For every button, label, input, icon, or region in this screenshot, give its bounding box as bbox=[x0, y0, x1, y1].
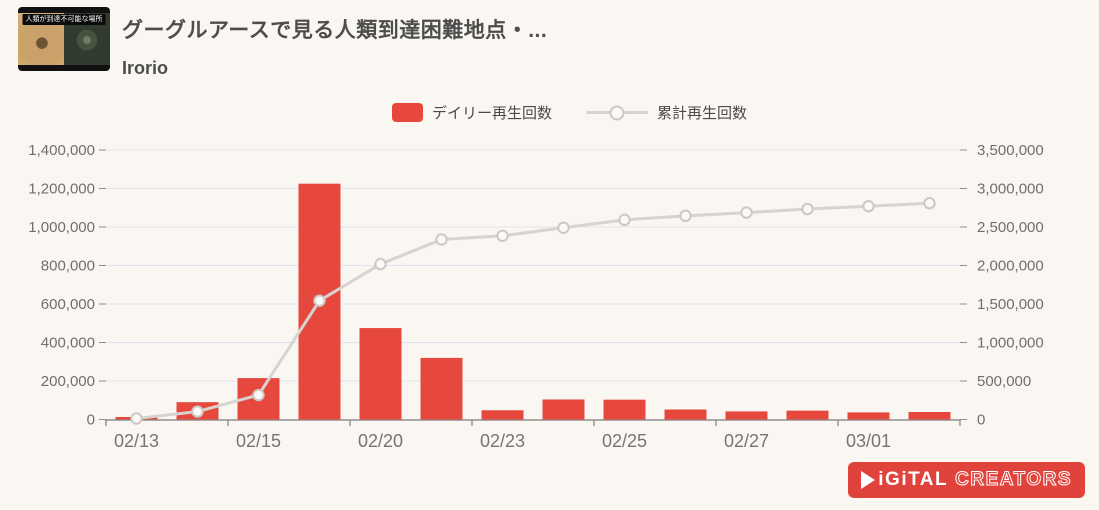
cumulative-marker bbox=[191, 405, 204, 418]
right-axis-label: 2,500,000 bbox=[977, 219, 1044, 236]
video-title: グーグルアースで見る人類到達困難地点・... bbox=[122, 19, 548, 42]
x-axis-label: 02/13 bbox=[114, 431, 159, 451]
thumbnail-caption: 人類が到達不可能な場所 bbox=[22, 14, 106, 25]
cumulative-marker bbox=[130, 412, 143, 425]
play-icon bbox=[861, 471, 876, 489]
x-axis-label: 02/25 bbox=[602, 431, 647, 451]
cumulative-marker bbox=[496, 229, 509, 242]
left-axis-label: 1,200,000 bbox=[28, 181, 95, 198]
x-axis-label: 02/27 bbox=[724, 431, 769, 451]
legend-item-daily[interactable]: デイリー再生回数 bbox=[392, 102, 552, 123]
right-axis-label: 1,500,000 bbox=[977, 296, 1044, 313]
video-header: 人類が到達不可能な場所 グーグルアースで見る人類到達困難地点・... Irori… bbox=[18, 7, 547, 79]
cumulative-line bbox=[135, 201, 931, 420]
left-axis-label: 800,000 bbox=[41, 258, 95, 275]
cumulative-marker bbox=[740, 206, 753, 219]
cumulative-marker bbox=[862, 200, 875, 213]
chart-legend: デイリー再生回数 累計再生回数 bbox=[392, 102, 747, 123]
cumulative-marker bbox=[435, 233, 448, 246]
cumulative-marker bbox=[923, 197, 936, 210]
right-axis-label: 1,000,000 bbox=[977, 335, 1044, 352]
cumulative-marker bbox=[557, 221, 570, 234]
x-axis-label: 03/01 bbox=[846, 431, 891, 451]
brand-logo: iGiTAL CREATORS bbox=[848, 462, 1085, 498]
daily-bar bbox=[847, 412, 890, 420]
left-axis-label: 400,000 bbox=[41, 335, 95, 352]
right-axis-label: 2,000,000 bbox=[977, 258, 1044, 275]
daily-bar bbox=[908, 411, 951, 420]
video-thumbnail[interactable]: 人類が到達不可能な場所 bbox=[18, 7, 110, 71]
brand-name-outline: CREATORS bbox=[955, 469, 1072, 491]
right-axis-label: 3,500,000 bbox=[977, 142, 1044, 159]
cumulative-marker bbox=[679, 209, 692, 223]
cumulative-marker bbox=[801, 202, 814, 216]
daily-bar bbox=[359, 328, 402, 420]
daily-bar bbox=[786, 410, 829, 420]
left-axis-label: 200,000 bbox=[41, 373, 95, 390]
daily-bar bbox=[725, 411, 768, 420]
title-block: グーグルアースで見る人類到達困難地点・... Irorio bbox=[122, 7, 547, 79]
daily-series-swatch-icon bbox=[392, 103, 423, 122]
x-axis-label: 02/15 bbox=[236, 431, 281, 451]
left-axis-label: 1,000,000 bbox=[28, 219, 95, 236]
x-axis-label: 02/23 bbox=[480, 431, 525, 451]
legend-cumulative-label: 累計再生回数 bbox=[657, 105, 748, 122]
daily-bar bbox=[542, 399, 585, 420]
legend-daily-label: デイリー再生回数 bbox=[432, 105, 553, 122]
channel-name: Irorio bbox=[122, 58, 169, 78]
right-axis-label: 500,000 bbox=[977, 373, 1031, 390]
left-axis-label: 1,400,000 bbox=[28, 142, 95, 159]
cumulative-marker bbox=[313, 294, 326, 307]
cumulative-marker bbox=[252, 388, 265, 402]
legend-item-cumulative[interactable]: 累計再生回数 bbox=[586, 102, 747, 123]
daily-bar bbox=[420, 357, 463, 420]
daily-bar bbox=[481, 410, 524, 420]
brand-name-solid: iGiTAL bbox=[878, 469, 949, 490]
cumulative-marker bbox=[374, 257, 387, 271]
right-axis-label: 3,000,000 bbox=[977, 181, 1044, 198]
x-axis-label: 02/20 bbox=[358, 431, 403, 451]
right-axis-label: 0 bbox=[977, 412, 985, 429]
left-axis-label: 0 bbox=[87, 412, 95, 429]
daily-bar bbox=[664, 409, 707, 420]
left-axis-label: 600,000 bbox=[41, 296, 95, 313]
cumulative-marker bbox=[618, 213, 631, 227]
cumulative-series-line-icon bbox=[586, 105, 649, 120]
daily-bar bbox=[603, 399, 646, 420]
